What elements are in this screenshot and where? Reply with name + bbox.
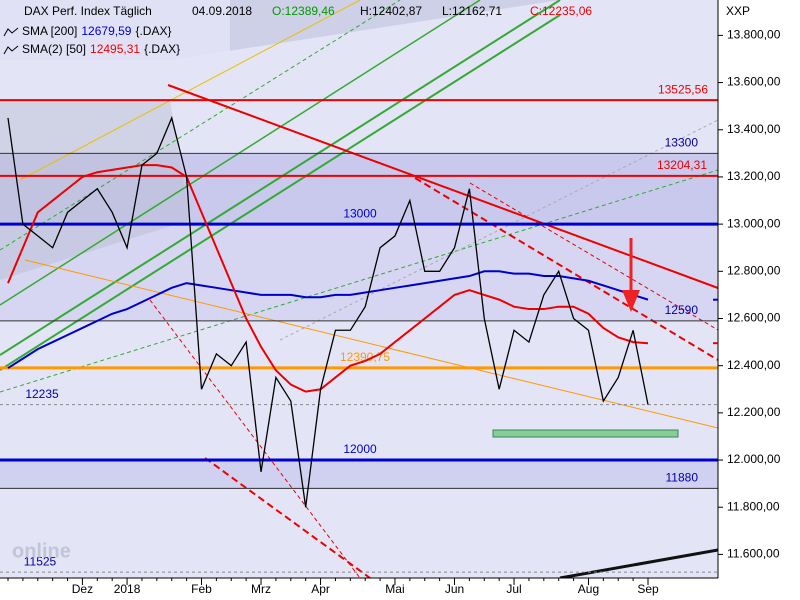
legend-name: SMA [200]	[22, 24, 77, 38]
zone	[0, 224, 718, 321]
trend-line	[19, 0, 361, 181]
x-tick-label: Feb	[191, 582, 212, 596]
x-tick-label: Aug	[578, 582, 599, 596]
arrow-head	[622, 290, 640, 312]
date: 04.09.2018	[192, 4, 252, 18]
header-background	[0, 0, 230, 64]
lines	[7, 115, 649, 508]
x-tick-label: Mrz	[251, 582, 271, 596]
y-tick-label: 11.800,00	[727, 499, 780, 513]
legend-icon	[3, 45, 19, 55]
y-tick-label: 13.800,00	[727, 28, 781, 42]
trend-line	[0, 14, 561, 371]
legend-name: SMA(2) [50]	[22, 42, 86, 56]
trend-line	[0, 0, 401, 251]
x-tick-label: Jul	[506, 582, 521, 596]
x-tick-label: Jun	[445, 582, 464, 596]
price-line	[7, 115, 649, 508]
y-tick-label: 12.400,00	[727, 358, 781, 372]
y-tick-label: 12.600,00	[727, 311, 781, 325]
level-label: 12390,75	[340, 350, 390, 364]
open: O:12389,46	[272, 4, 335, 18]
x-tick-label: Sep	[637, 582, 659, 596]
y-tick-label: 11.600,00	[727, 547, 780, 561]
header: DAX Perf. Index Täglich 04.09.2018 O:123…	[0, 0, 592, 64]
trend-line	[414, 177, 718, 361]
y-tick-label: 12.200,00	[727, 405, 781, 419]
support-zone	[492, 429, 679, 438]
y-tick-label: 12.000,00	[727, 452, 781, 466]
zone	[0, 461, 718, 489]
zone	[0, 154, 718, 224]
trend-line	[0, 0, 481, 306]
plot-area: 13525,56 13300 13204,31 13000 12590 12390,75 1…	[0, 0, 718, 578]
trend-line	[0, 0, 561, 356]
trend-line	[469, 182, 718, 331]
level-label: 12000	[343, 442, 377, 456]
legend-icon	[3, 27, 19, 37]
x-tick-label: Dez	[72, 582, 93, 596]
level-label: 13000	[343, 206, 377, 220]
x-tick-label: 2018	[114, 582, 141, 596]
trend-line	[279, 119, 718, 341]
trend-line	[149, 299, 361, 578]
low: L:12162,71	[442, 4, 502, 18]
levels: 13525,56 13300 13204,31 13000 12590 12390,75 1…	[0, 82, 718, 573]
legend-symbol: {.DAX}	[144, 42, 180, 56]
y-tick-label: 13.000,00	[727, 216, 781, 230]
unit-label: XXP	[726, 4, 750, 18]
level-label: 12590	[665, 303, 699, 317]
x-tick-label: Apr	[311, 582, 330, 596]
high: H:12402,87	[360, 4, 422, 18]
level-label: 13525,56	[658, 82, 708, 96]
trend-line	[0, 169, 718, 393]
level-label: 13204,31	[657, 158, 707, 172]
level-label: 13300	[665, 136, 699, 150]
watermark: online	[12, 540, 71, 562]
level-label: 11525	[24, 554, 57, 568]
close: C:12235,06	[530, 4, 592, 18]
level-label: 12235	[25, 387, 59, 401]
y-tick-label: 13.200,00	[727, 169, 781, 183]
sma-line	[7, 270, 649, 369]
legend-value: 12679,59	[81, 24, 131, 38]
trend-line	[559, 548, 718, 578]
legend-symbol: {.DAX}	[135, 24, 171, 38]
y-tick-label: 12.800,00	[727, 263, 781, 277]
trend-line	[204, 457, 371, 578]
y-tick-label: 13.600,00	[727, 75, 781, 89]
y-tick-label: 13.400,00	[727, 122, 781, 136]
trend-line	[167, 84, 718, 289]
legend-value: 12495,31	[90, 42, 140, 56]
sma-line	[7, 164, 649, 393]
title: DAX Perf. Index Täglich	[24, 4, 152, 18]
x-tick-label: Mai	[385, 582, 404, 596]
level-label: 11880	[666, 471, 699, 485]
